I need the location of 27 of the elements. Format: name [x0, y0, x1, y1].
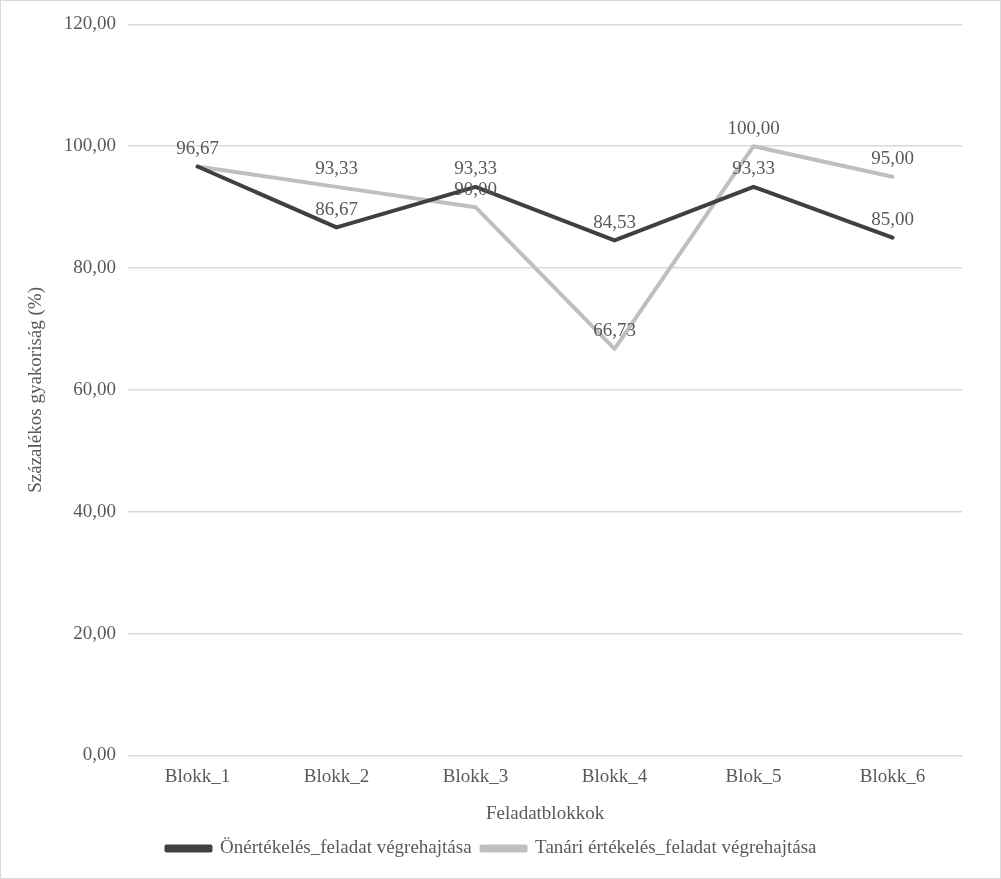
data-label: 93,33	[732, 157, 775, 179]
x-tick-label: Blokk_3	[442, 764, 509, 786]
y-tick-label: 0,00	[82, 743, 117, 765]
y-tick-label: 40,00	[73, 499, 117, 521]
data-label: 93,33	[454, 157, 497, 179]
x-tick-label: Blokk_1	[164, 764, 231, 786]
x-tick-label: Blokk_4	[581, 764, 648, 786]
legend-label: Tanári értékelés_feladat végrehajtása	[535, 836, 818, 858]
legend-label: Önértékelés_feladat végrehajtása	[220, 836, 473, 858]
y-axis-title: Százalékos gyakoriság (%)	[24, 287, 47, 493]
x-tick-label: Blokk_2	[303, 764, 370, 786]
y-tick-label: 80,00	[73, 256, 117, 278]
y-tick-label: 60,00	[73, 377, 117, 399]
data-label: 100,00	[727, 116, 780, 138]
data-label: 95,00	[871, 147, 914, 169]
y-tick-label: 20,00	[73, 621, 117, 643]
data-label: 86,67	[315, 197, 358, 219]
x-tick-label: Blok_5	[725, 764, 782, 786]
y-tick-label: 120,00	[63, 12, 117, 34]
data-label: 66,73	[593, 319, 636, 341]
data-label: 85,00	[871, 208, 914, 230]
data-label: 96,67	[176, 137, 219, 158]
data-label: 84,53	[593, 210, 636, 232]
x-axis-title: Feladatblokkok	[485, 801, 605, 823]
x-tick-label: Blokk_6	[859, 764, 926, 786]
y-tick-label: 100,00	[63, 134, 117, 156]
data-label: 93,33	[315, 157, 358, 179]
